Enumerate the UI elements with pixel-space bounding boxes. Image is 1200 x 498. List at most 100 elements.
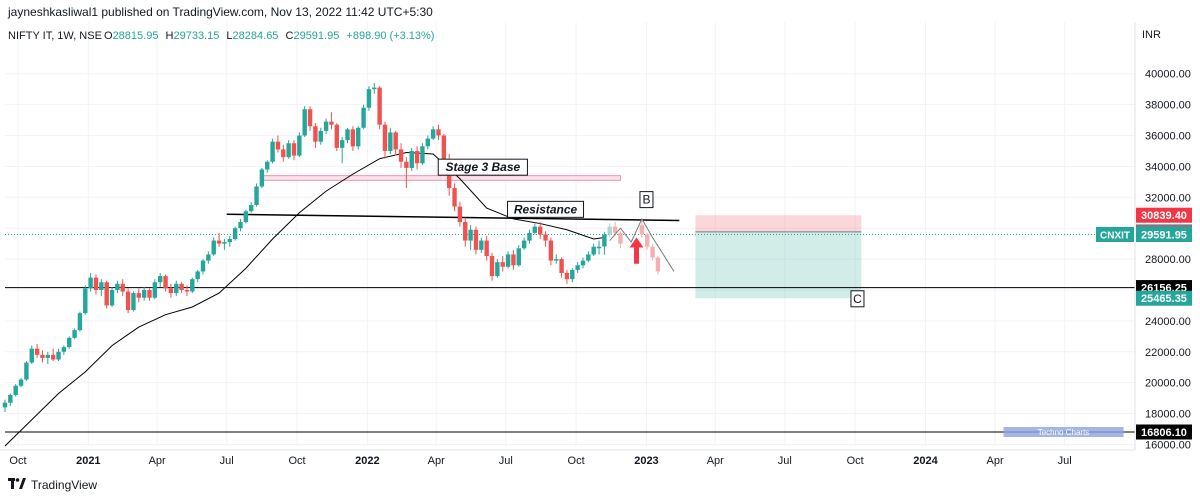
candle: [109, 286, 115, 307]
currency-label: INR: [1142, 29, 1161, 41]
symbol-tag-box: [1096, 226, 1134, 242]
tradingview-brand[interactable]: TradingView: [8, 478, 97, 492]
candle: [83, 285, 88, 315]
candle: [206, 251, 211, 264]
candle: [29, 345, 34, 365]
candle: [158, 272, 163, 287]
candle-body: [313, 126, 318, 142]
tradingview-logo-icon: [8, 478, 26, 492]
candle-body: [29, 348, 34, 363]
candle: [398, 143, 404, 168]
candle-body: [425, 138, 430, 147]
candle: [436, 124, 441, 141]
price-label-text: 29591.95: [1141, 229, 1187, 241]
candle: [265, 160, 270, 173]
candle: [586, 251, 591, 263]
candle-body: [414, 150, 420, 164]
candle: [473, 226, 479, 255]
candles: [2, 82, 607, 413]
candle-body: [40, 354, 45, 358]
x-tick-label: Apr: [707, 455, 724, 467]
candle: [505, 251, 511, 269]
candle-body: [580, 260, 586, 266]
candle: [125, 288, 131, 314]
candle: [286, 140, 291, 159]
legend-high: 29733.15: [173, 30, 219, 42]
candle-body: [334, 124, 340, 148]
candle: [281, 144, 286, 162]
candle: [339, 137, 345, 164]
candle: [602, 232, 607, 255]
candle: [40, 350, 45, 363]
candle-body: [286, 143, 291, 158]
candle: [425, 135, 430, 150]
candle: [200, 259, 206, 275]
candle-body: [8, 395, 13, 403]
candle-body: [158, 276, 163, 283]
x-tick-label: Oct: [9, 455, 26, 467]
candle: [211, 237, 216, 256]
candle: [115, 280, 120, 294]
x-tick-label: Apr: [428, 455, 445, 467]
candle-body: [607, 226, 612, 235]
candle-body: [430, 129, 436, 139]
candle-body: [602, 234, 607, 247]
candle-body: [596, 246, 602, 249]
candle-body: [318, 130, 323, 142]
candle-body: [93, 277, 99, 290]
candle-body: [168, 288, 174, 294]
candle-body: [302, 109, 307, 136]
y-tick-label: 40000.00: [1145, 69, 1191, 81]
y-tick-label: 24000.00: [1145, 316, 1191, 328]
candle: [548, 237, 554, 266]
x-tick-label: Jul: [499, 455, 513, 467]
candle-body: [564, 272, 570, 280]
candle-body: [216, 240, 222, 244]
annotations: Stage 3 Base Resistance B C Techno Charts: [437, 158, 1124, 438]
candle-body: [484, 240, 489, 256]
candle: [297, 132, 302, 158]
candle-body: [99, 282, 104, 290]
candle: [99, 279, 104, 297]
candle: [93, 274, 99, 295]
candle-body: [527, 232, 532, 241]
projection-candle: [612, 222, 618, 236]
candle-body: [409, 150, 414, 168]
candle-body: [67, 337, 72, 348]
candle-body: [639, 225, 645, 235]
candle-body: [13, 385, 18, 396]
candle-body: [77, 313, 83, 331]
candle-body: [655, 257, 661, 272]
candle: [575, 262, 580, 273]
legend-open: 28815.95: [113, 30, 159, 42]
y-tick-label: 28000.00: [1145, 254, 1191, 266]
chart-area[interactable]: Stage 3 Base Resistance B C Techno Charts 16…: [0, 22, 1200, 470]
candle: [521, 237, 527, 250]
candle: [259, 167, 265, 189]
x-tick-label: 2024: [913, 455, 938, 467]
annotation-text: Stage 3 Base: [445, 160, 520, 174]
candle: [77, 311, 83, 332]
projection-candle: [645, 232, 650, 250]
moving-average-line: [4, 151, 605, 447]
candle-body: [50, 354, 56, 360]
annotation-c: C: [850, 290, 865, 308]
candle: [323, 118, 329, 134]
candle-body: [398, 149, 404, 162]
chart-footer: TradingView: [0, 470, 1200, 498]
candlestick-chart[interactable]: Stage 3 Base Resistance B C Techno Charts 16…: [0, 22, 1200, 470]
candle: [275, 135, 281, 153]
candle: [511, 249, 516, 270]
y-tick-label: 18000.00: [1145, 409, 1191, 421]
watermark-box: [1003, 427, 1124, 438]
candle: [307, 106, 313, 131]
candle: [404, 157, 409, 189]
candle: [559, 257, 564, 278]
candle-body: [612, 226, 618, 233]
candle-body: [372, 87, 377, 90]
stop-loss-zone: [695, 215, 862, 232]
candle-body: [281, 149, 286, 158]
annotation-box: [850, 290, 865, 308]
candle: [302, 106, 307, 138]
candle-body: [575, 265, 580, 270]
